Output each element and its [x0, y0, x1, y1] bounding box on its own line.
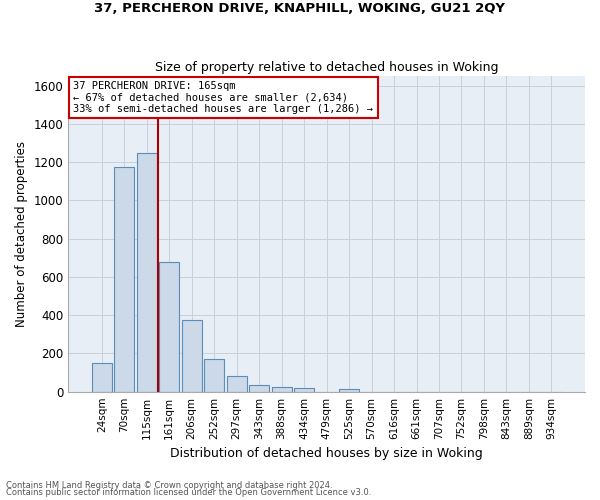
Bar: [227, 376, 247, 392]
Text: 37 PERCHERON DRIVE: 165sqm
← 67% of detached houses are smaller (2,634)
33% of s: 37 PERCHERON DRIVE: 165sqm ← 67% of deta…: [73, 81, 373, 114]
Bar: [294, 388, 314, 392]
Text: Contains HM Land Registry data © Crown copyright and database right 2024.: Contains HM Land Registry data © Crown c…: [6, 480, 332, 490]
Text: 37, PERCHERON DRIVE, KNAPHILL, WOKING, GU21 2QY: 37, PERCHERON DRIVE, KNAPHILL, WOKING, G…: [95, 2, 505, 16]
Bar: [159, 262, 179, 392]
Bar: [272, 387, 292, 392]
Bar: [249, 385, 269, 392]
Y-axis label: Number of detached properties: Number of detached properties: [15, 141, 28, 327]
Title: Size of property relative to detached houses in Woking: Size of property relative to detached ho…: [155, 60, 499, 74]
Bar: [204, 359, 224, 392]
Bar: [92, 364, 112, 392]
Bar: [114, 167, 134, 392]
Bar: [182, 320, 202, 392]
Bar: [137, 152, 157, 392]
X-axis label: Distribution of detached houses by size in Woking: Distribution of detached houses by size …: [170, 447, 483, 460]
Bar: [339, 389, 359, 392]
Text: Contains public sector information licensed under the Open Government Licence v3: Contains public sector information licen…: [6, 488, 371, 497]
